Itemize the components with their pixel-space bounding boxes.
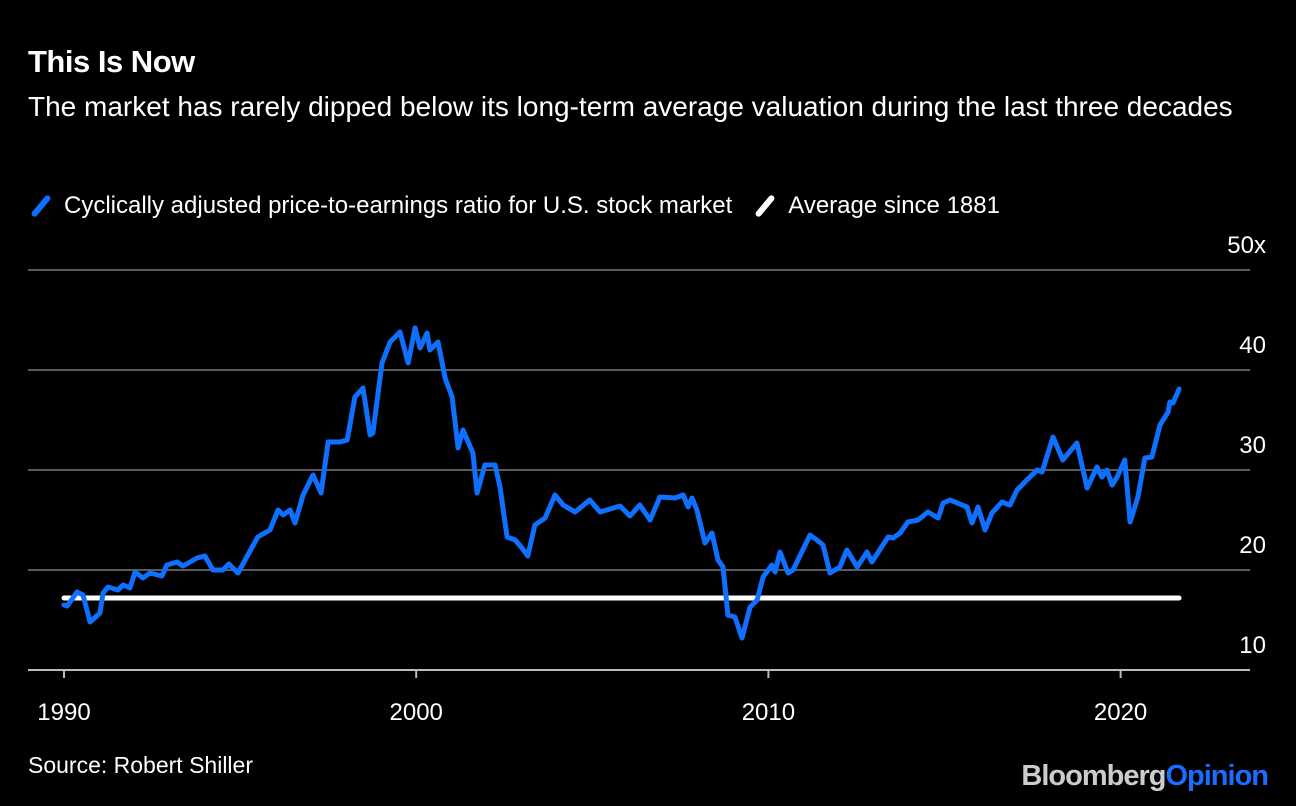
legend: Cyclically adjusted price-to-earnings ra… (30, 192, 1022, 220)
y-tick-label: 30 (1239, 432, 1266, 459)
legend-label-average: Average since 1881 (788, 192, 1000, 219)
bloomberg-opinion-logo: BloombergOpinion (1021, 760, 1269, 793)
series-line-cape (61, 325, 1182, 641)
source-note: Source: Robert Shiller (28, 752, 253, 778)
legend-item-average: Average since 1881 (754, 192, 1000, 220)
y-tick-label: 50x (1227, 232, 1266, 259)
logo-part2: Opinion (1165, 760, 1269, 792)
y-tick-label: 40 (1239, 332, 1266, 359)
chart-title: This Is Now (28, 44, 195, 79)
x-tick-label: 1990 (37, 699, 90, 726)
x-tick-label: 2010 (742, 699, 795, 726)
chart-subtitle: The market has rarely dipped below its l… (28, 91, 1233, 122)
y-tick-label: 20 (1239, 532, 1266, 559)
x-tick-label: 2020 (1094, 699, 1147, 726)
x-tick-label: 2000 (390, 699, 443, 726)
logo-part1: Bloomberg (1021, 760, 1166, 792)
y-tick-label: 10 (1239, 632, 1266, 659)
legend-label-cape: Cyclically adjusted price-to-earnings ra… (64, 192, 733, 219)
legend-item-cape: Cyclically adjusted price-to-earnings ra… (30, 192, 732, 220)
